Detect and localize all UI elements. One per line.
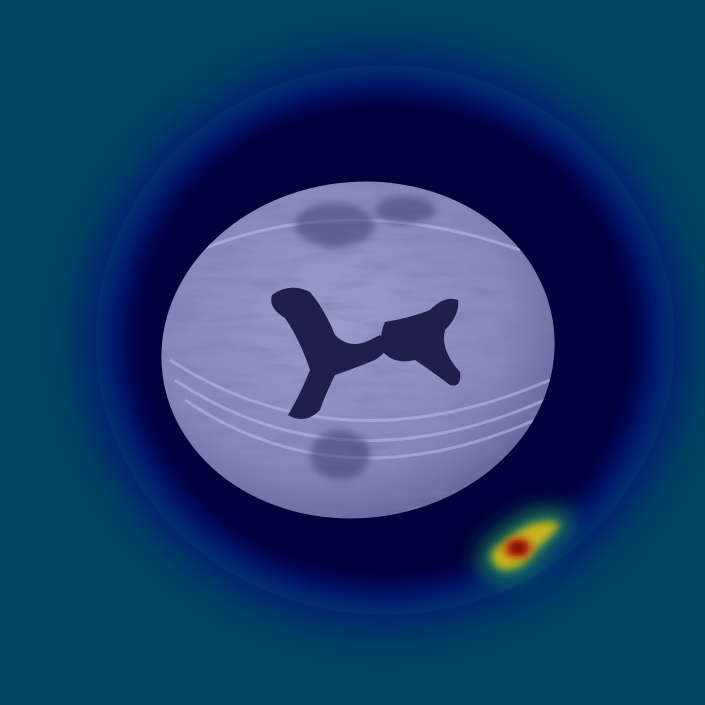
seed bbox=[150, 170, 570, 530]
seed-core bbox=[271, 287, 461, 419]
hotspot bbox=[478, 510, 575, 580]
